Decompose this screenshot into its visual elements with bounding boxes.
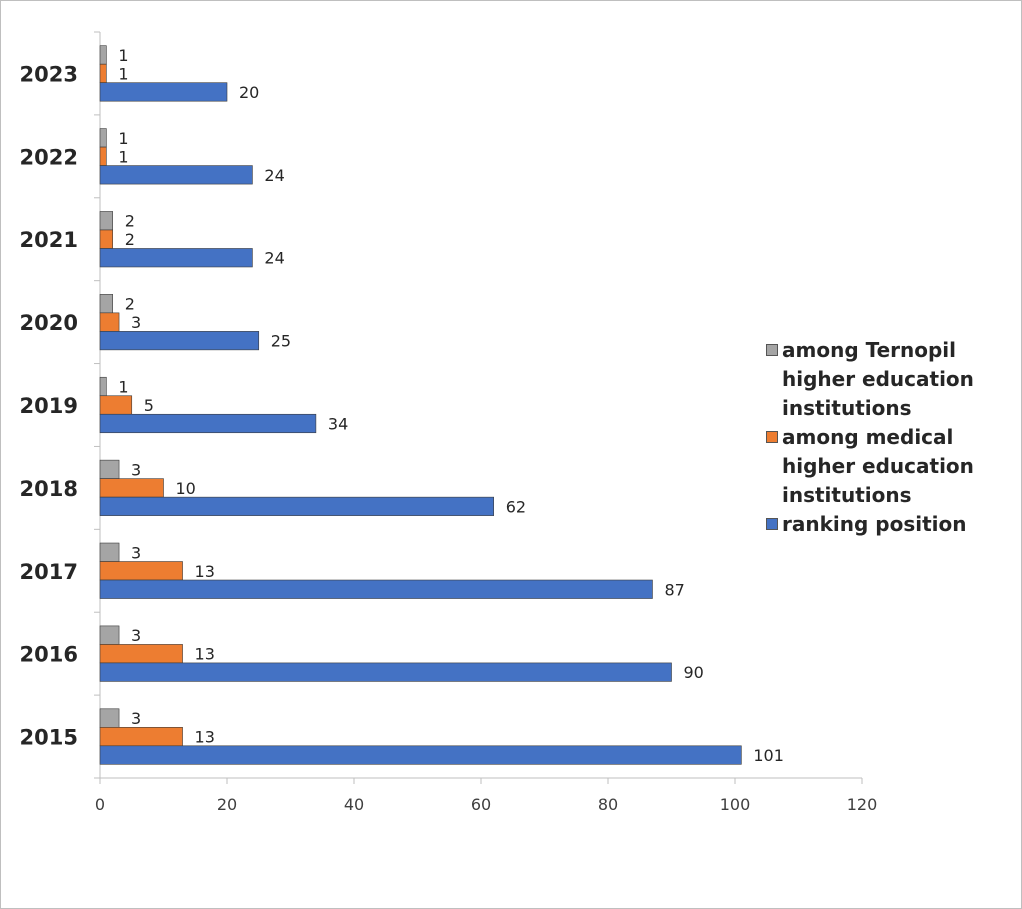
- data-label: 1: [118, 129, 128, 148]
- bar: [99, 82, 228, 102]
- bar: [99, 45, 107, 65]
- data-label: 5: [144, 396, 154, 415]
- data-label: 3: [131, 313, 141, 332]
- y-category-label: 2020: [20, 311, 78, 335]
- bar: [99, 561, 183, 581]
- y-category-label: 2021: [20, 228, 78, 252]
- y-category-label: 2015: [20, 726, 78, 750]
- bar: [99, 745, 742, 765]
- bar: [99, 395, 133, 415]
- bar: [99, 496, 495, 516]
- y-category-label: 2017: [20, 560, 78, 584]
- x-tick-label: 80: [598, 795, 618, 814]
- x-tick-label: 20: [217, 795, 237, 814]
- data-label: 1: [118, 147, 128, 166]
- data-label: 34: [328, 415, 348, 434]
- bar: [99, 413, 317, 434]
- bar: [99, 727, 183, 747]
- y-category-label: 2023: [20, 62, 78, 86]
- data-label: 20: [239, 83, 259, 102]
- legend-label: among Ternopil higher education institut…: [782, 338, 974, 420]
- data-label: 101: [753, 746, 784, 765]
- data-label: 3: [131, 543, 141, 562]
- data-label: 1: [118, 378, 128, 397]
- bar: [99, 459, 120, 479]
- data-label: 25: [271, 332, 291, 351]
- legend-item: among Ternopil higher education institut…: [760, 336, 990, 423]
- data-label: 3: [131, 709, 141, 728]
- data-label: 3: [131, 460, 141, 479]
- data-label: 90: [684, 663, 704, 682]
- bar: [99, 708, 120, 728]
- data-label: 2: [125, 230, 135, 249]
- y-category-label: 2022: [20, 145, 78, 169]
- bar: [99, 312, 120, 332]
- bar: [99, 331, 260, 351]
- bar: [99, 211, 113, 231]
- legend-swatch: [766, 344, 778, 356]
- bar: [99, 662, 672, 682]
- data-label: 13: [195, 562, 215, 581]
- data-label: 24: [264, 249, 284, 268]
- bar: [99, 579, 653, 599]
- data-label: 13: [195, 645, 215, 664]
- bar: [99, 229, 113, 249]
- bar: [99, 128, 107, 148]
- x-tick-label: 0: [95, 795, 105, 814]
- x-tick-label: 100: [720, 795, 751, 814]
- legend-label: among medical higher education instituti…: [782, 425, 974, 507]
- data-label: 1: [118, 46, 128, 65]
- legend-label: ranking position: [782, 512, 967, 536]
- bar: [99, 644, 183, 664]
- bar: [99, 478, 164, 498]
- legend-swatch: [766, 518, 778, 530]
- bar: [99, 542, 120, 562]
- bar: [99, 146, 107, 166]
- legend-item: ranking position: [760, 510, 990, 539]
- legend-item: among medical higher education instituti…: [760, 423, 990, 510]
- data-label: 10: [176, 479, 196, 498]
- data-label: 2: [125, 212, 135, 231]
- data-label: 24: [264, 166, 284, 185]
- x-tick-label: 40: [344, 795, 364, 814]
- data-label: 62: [506, 497, 526, 516]
- y-category-label: 2016: [20, 643, 78, 667]
- data-label: 2: [125, 295, 135, 314]
- y-category-label: 2019: [20, 394, 78, 418]
- x-tick-label: 120: [847, 795, 878, 814]
- data-label: 13: [195, 728, 215, 747]
- data-label: 3: [131, 626, 141, 645]
- bar: [99, 248, 253, 268]
- bar: [99, 625, 120, 645]
- bar: [99, 63, 107, 83]
- bar: [99, 165, 253, 185]
- chart-legend: among Ternopil higher education institut…: [760, 336, 990, 539]
- bar: [99, 376, 107, 397]
- y-category-label: 2018: [20, 477, 78, 501]
- legend-swatch: [766, 431, 778, 443]
- bar: [99, 294, 113, 314]
- data-label: 87: [664, 580, 684, 599]
- data-label: 1: [118, 64, 128, 83]
- x-tick-label: 60: [471, 795, 491, 814]
